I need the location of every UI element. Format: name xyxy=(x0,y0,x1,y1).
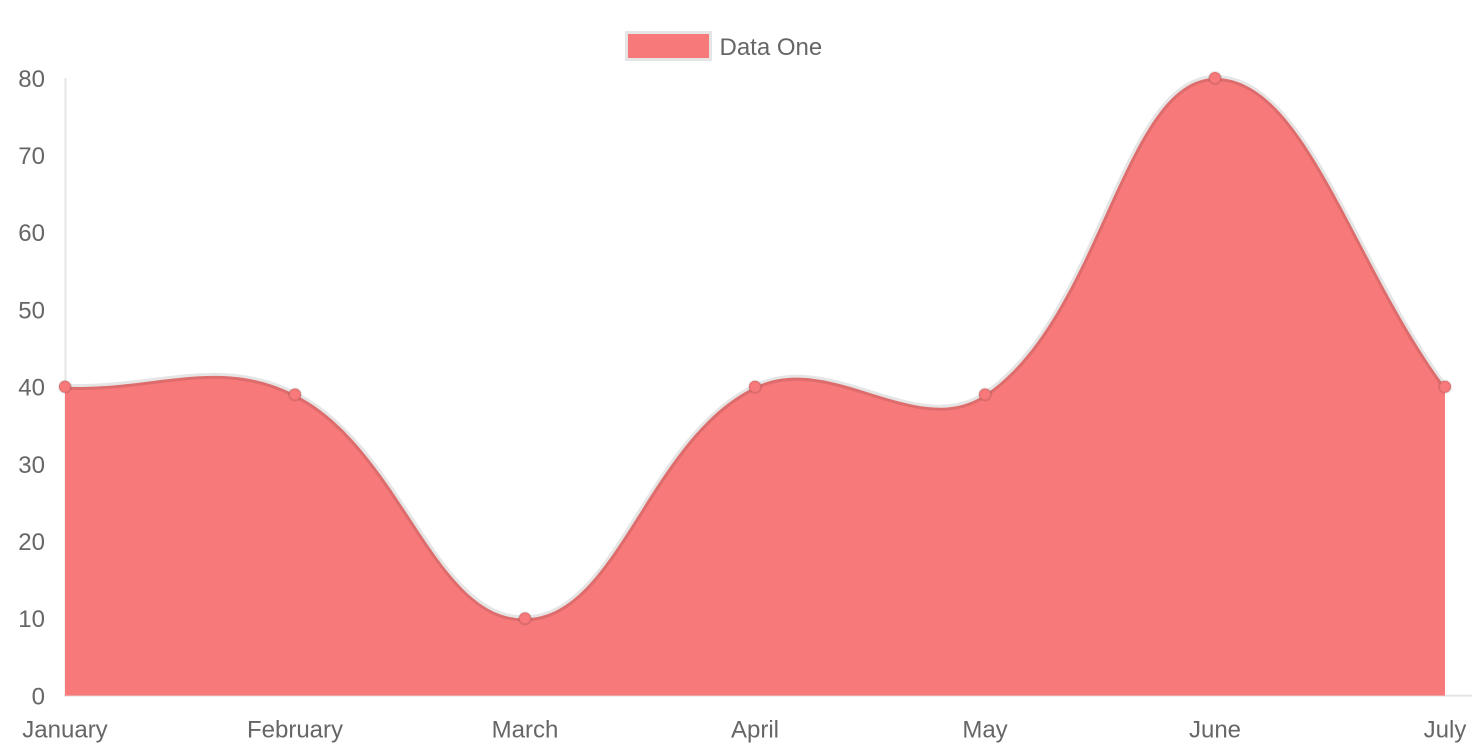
svg-text:0: 0 xyxy=(32,683,45,710)
svg-text:30: 30 xyxy=(18,452,45,479)
svg-text:20: 20 xyxy=(18,529,45,556)
svg-text:10: 10 xyxy=(18,606,45,633)
svg-text:60: 60 xyxy=(18,220,45,247)
svg-text:70: 70 xyxy=(18,143,45,170)
svg-text:Data One: Data One xyxy=(720,34,823,61)
svg-text:40: 40 xyxy=(18,375,45,402)
svg-text:February: February xyxy=(247,717,343,744)
svg-text:March: March xyxy=(492,717,559,744)
svg-text:June: June xyxy=(1189,717,1241,744)
svg-text:April: April xyxy=(731,717,779,744)
svg-text:50: 50 xyxy=(18,297,45,324)
svg-text:July: July xyxy=(1424,717,1467,744)
svg-text:May: May xyxy=(962,717,1007,744)
svg-text:January: January xyxy=(22,717,107,744)
svg-text:80: 80 xyxy=(18,66,45,93)
